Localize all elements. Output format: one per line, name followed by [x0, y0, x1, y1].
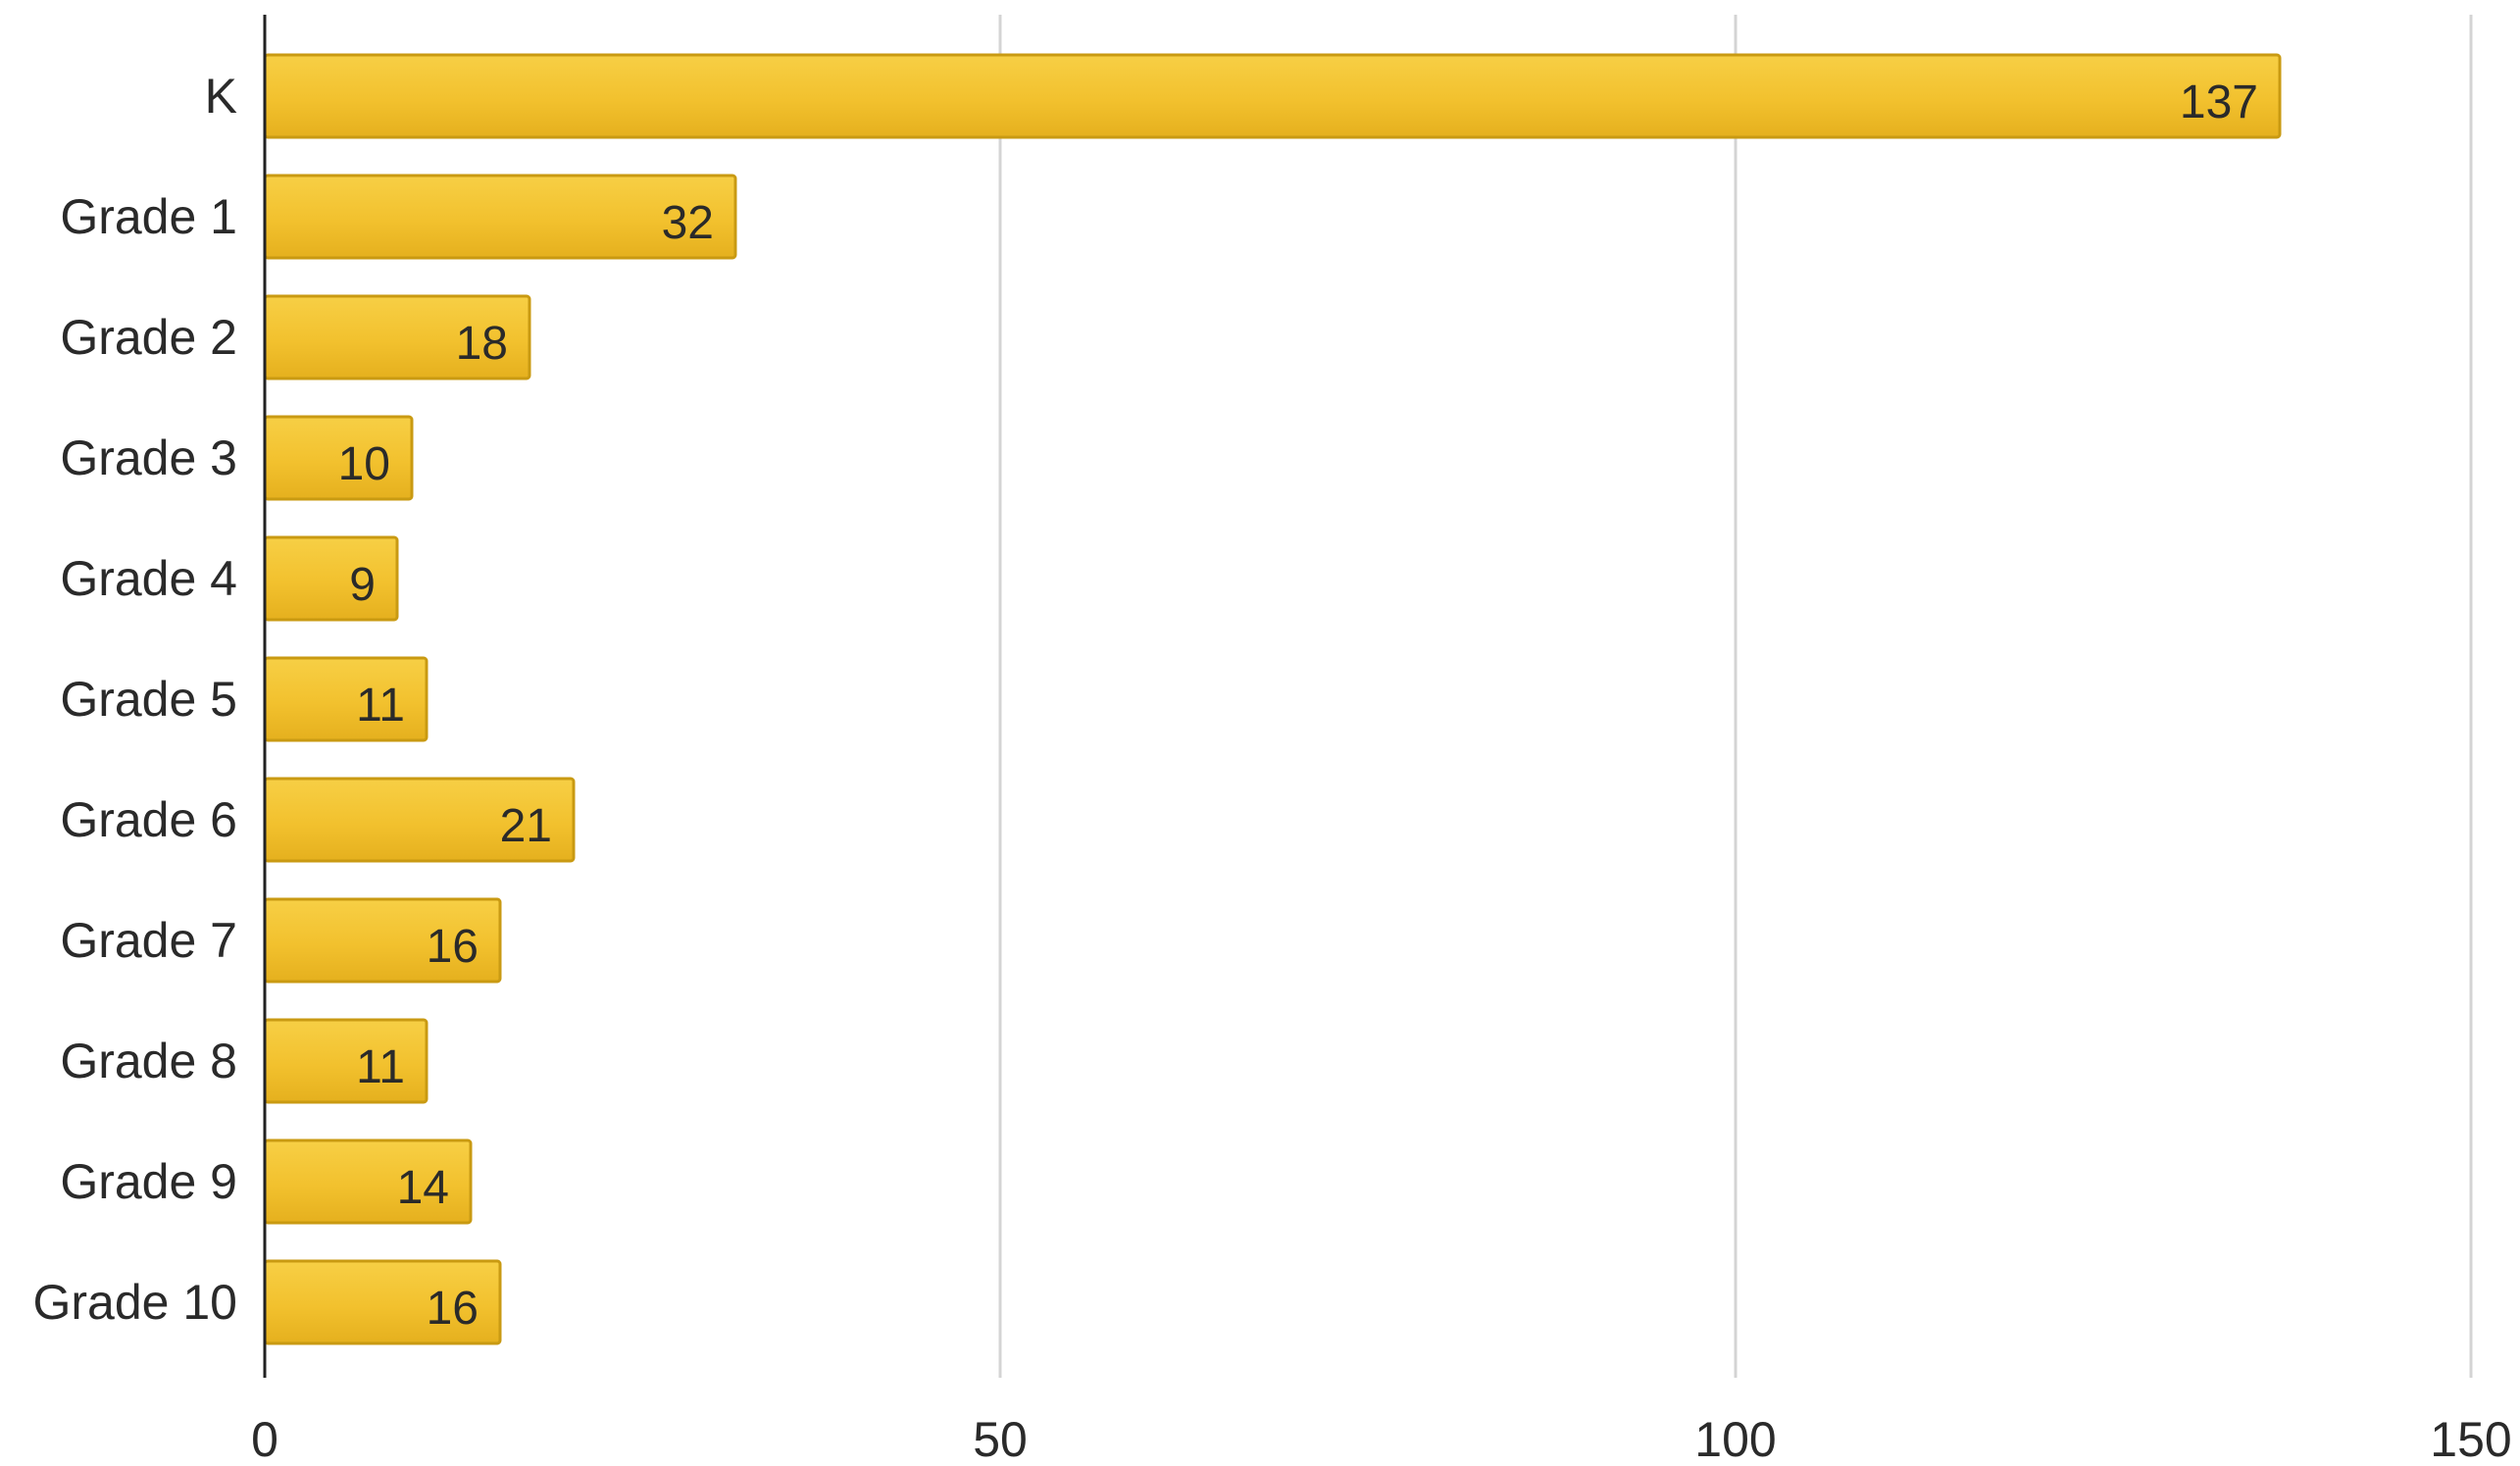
- bar-k: [263, 53, 2282, 139]
- data-label-grade-10: 16: [427, 1283, 479, 1335]
- data-label-grade-9: 14: [397, 1162, 449, 1214]
- x-tick-label-150: 150: [2430, 1412, 2511, 1466]
- data-label-grade-8: 11: [356, 1041, 405, 1093]
- category-label-grade-6: Grade 6: [60, 792, 237, 847]
- x-tick-label-0: 0: [251, 1412, 278, 1466]
- bar-grade-4: [263, 535, 399, 622]
- x-tick-label-50: 50: [973, 1412, 1028, 1466]
- category-label-grade-5: Grade 5: [60, 672, 237, 727]
- data-label-grade-1: 32: [662, 197, 714, 249]
- category-label-grade-2: Grade 2: [60, 310, 237, 365]
- category-label-grade-9: Grade 9: [60, 1154, 237, 1209]
- data-label-grade-3: 10: [338, 438, 390, 490]
- data-label-grade-5: 11: [356, 680, 405, 732]
- category-label-grade-4: Grade 4: [60, 551, 237, 606]
- category-label-grade-8: Grade 8: [60, 1034, 237, 1088]
- category-label-grade-10: Grade 10: [33, 1275, 237, 1330]
- category-label-grade-1: Grade 1: [60, 189, 237, 244]
- data-label-grade-4: 9: [349, 559, 376, 611]
- data-label-k: 137: [2180, 76, 2258, 128]
- category-label-grade-7: Grade 7: [60, 913, 237, 968]
- data-label-grade-7: 16: [427, 921, 479, 973]
- data-label-grade-2: 18: [456, 318, 508, 370]
- x-tick-label-100: 100: [1694, 1412, 1776, 1466]
- gridlines: [998, 15, 2473, 1378]
- bars: [263, 53, 2282, 1345]
- labels: 0 50 100 150 K 137 Grade 1 32 Grade 2 18 Grade 3 10…: [33, 69, 2512, 1466]
- category-label-grade-3: Grade 3: [60, 430, 237, 485]
- category-label-k: K: [205, 69, 237, 124]
- data-label-grade-6: 21: [500, 800, 552, 852]
